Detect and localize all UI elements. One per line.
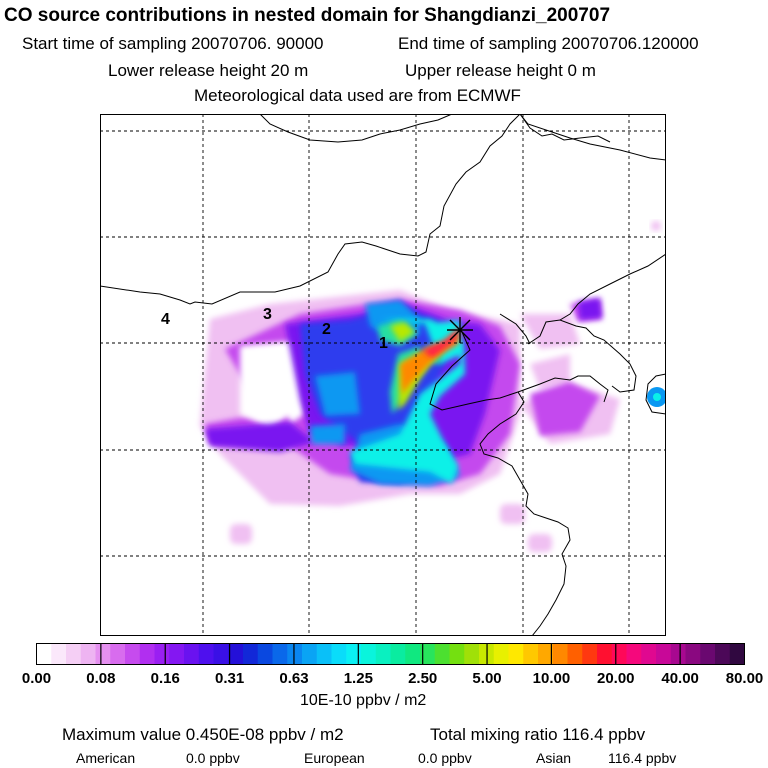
start-time-text: Start time of sampling 20070706. 90000 — [22, 34, 324, 53]
colorbar-cell — [257, 643, 273, 665]
colorbar-cell — [729, 643, 745, 665]
maximum-value-text: Maximum value 0.450E-08 ppbv / m2 — [62, 725, 344, 744]
map-frame — [100, 114, 666, 636]
map-panel: 1 2 3 4 — [100, 114, 666, 636]
region-labels: 1 2 3 4 — [161, 306, 388, 352]
colorbar-cell — [36, 643, 52, 665]
colorbar-cell — [316, 643, 332, 665]
colorbar-tick-label: 80.00 — [725, 670, 764, 687]
colorbar-cell — [169, 643, 185, 665]
colorbar-cell — [420, 643, 436, 665]
region-label-3: 3 — [263, 306, 272, 323]
coastlines — [100, 114, 666, 636]
european-label: European — [304, 750, 365, 766]
colorbar-cell — [405, 643, 421, 665]
colorbar-cell — [493, 643, 509, 665]
end-time-text: End time of sampling 20070706.120000 — [398, 34, 699, 53]
grid-lines — [100, 114, 666, 636]
colorbar-cell — [95, 643, 111, 665]
asian-value: 116.4 ppbv — [608, 750, 677, 766]
total-mixing-ratio-text: Total mixing ratio 116.4 ppbv — [430, 725, 646, 744]
colorbar-cell — [449, 643, 465, 665]
colorbar-tick-label: 2.50 — [408, 670, 438, 687]
colorbar-tick-label: 5.00 — [472, 670, 502, 687]
colorbar-cell — [670, 643, 686, 665]
colorbar-cell — [80, 643, 96, 665]
colorbar-cell — [434, 643, 450, 665]
asian-label: Asian — [536, 750, 572, 766]
colorbar-cell — [243, 643, 259, 665]
colorbar-cell — [184, 643, 200, 665]
colorbar-cell — [523, 643, 539, 665]
colorbar-tick-label: 40.00 — [661, 670, 699, 687]
colorbar-cell — [715, 643, 731, 665]
colorbar-cells — [36, 643, 745, 665]
colorbar-tick-label: 10.00 — [532, 670, 571, 687]
colorbar-cell — [154, 643, 170, 665]
colorbar-cell — [626, 643, 642, 665]
colorbar-cell — [213, 643, 229, 665]
colorbar-tick-label: 0.63 — [279, 670, 309, 687]
european-value: 0.0 ppbv — [418, 750, 472, 766]
colorbar-cell — [51, 643, 67, 665]
colorbar-cell — [331, 643, 347, 665]
colorbar-tick-label: 0.00 — [21, 670, 52, 687]
colorbar-cell — [198, 643, 214, 665]
american-value: 0.0 ppbv — [186, 750, 240, 766]
colorbar-cell — [641, 643, 657, 665]
colorbar — [36, 643, 745, 665]
colorbar-cell — [685, 643, 701, 665]
colorbar-dividers — [100, 643, 681, 665]
colorbar-cell — [700, 643, 716, 665]
colorbar-cell — [538, 643, 554, 665]
met-data-text: Meteorological data used are from ECMWF — [194, 86, 521, 105]
colorbar-cell — [361, 643, 377, 665]
colorbar-cell — [552, 643, 568, 665]
colorbar-cell — [228, 643, 244, 665]
station-star-icon — [447, 317, 473, 343]
colorbar-cell — [582, 643, 598, 665]
colorbar-unit: 10E-10 ppbv / m2 — [300, 692, 427, 709]
colorbar-frame — [36, 643, 745, 665]
upper-height-text: Upper release height 0 m — [405, 61, 596, 80]
region-label-4: 4 — [161, 311, 170, 328]
colorbar-tick-label: 0.16 — [150, 670, 180, 687]
colorbar-cell — [110, 643, 126, 665]
colorbar-cell — [375, 643, 391, 665]
colorbar-cell — [656, 643, 672, 665]
american-label: American — [76, 750, 136, 766]
colorbar-cell — [390, 643, 406, 665]
colorbar-tick-label: 0.08 — [86, 670, 116, 687]
region-label-2: 2 — [322, 321, 331, 338]
colorbar-tick-label: 1.25 — [343, 670, 373, 687]
offshore-patch — [651, 221, 661, 231]
colorbar-cell — [597, 643, 613, 665]
colorbar-cell — [611, 643, 627, 665]
colorbar-cell — [287, 643, 303, 665]
concentration-field — [200, 221, 666, 552]
region-label-1: 1 — [379, 335, 388, 352]
colorbar-cell — [272, 643, 288, 665]
colorbar-cell — [567, 643, 583, 665]
colorbar-cell — [139, 643, 155, 665]
colorbar-cell — [302, 643, 318, 665]
colorbar-cell — [125, 643, 141, 665]
colorbar-cell — [508, 643, 524, 665]
colorbar-tick-label: 20.00 — [596, 670, 635, 687]
colorbar-cell — [464, 643, 480, 665]
offshore-hotspot-core — [653, 393, 661, 401]
lower-height-text: Lower release height 20 m — [108, 61, 309, 80]
colorbar-cell — [66, 643, 82, 665]
plot-title: CO source contributions in nested domain… — [4, 5, 611, 26]
colorbar-tick-label: 0.31 — [214, 670, 245, 687]
colorbar-cell — [346, 643, 362, 665]
